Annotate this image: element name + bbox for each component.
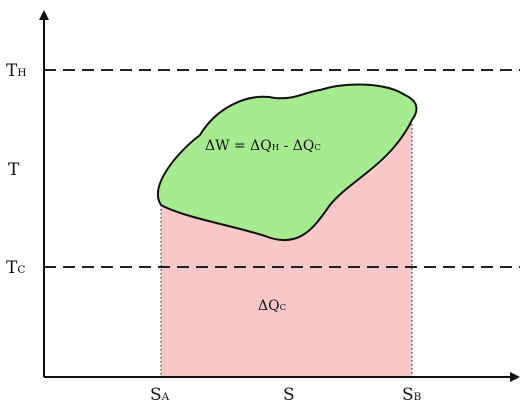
th-label: TH [6, 61, 27, 81]
work-equation-label: ΔW = ΔQH - ΔQC [205, 138, 321, 154]
t-axis-label: T [8, 160, 20, 180]
heat-rejected-region [161, 120, 412, 377]
work-cycle-region [157, 83, 418, 242]
heat-rejected-label: ΔQC [258, 298, 286, 314]
s-axis-label: S [283, 385, 295, 405]
tc-label: TC [6, 258, 25, 278]
sa-label: SA [150, 385, 170, 405]
sb-label: SB [402, 385, 422, 405]
